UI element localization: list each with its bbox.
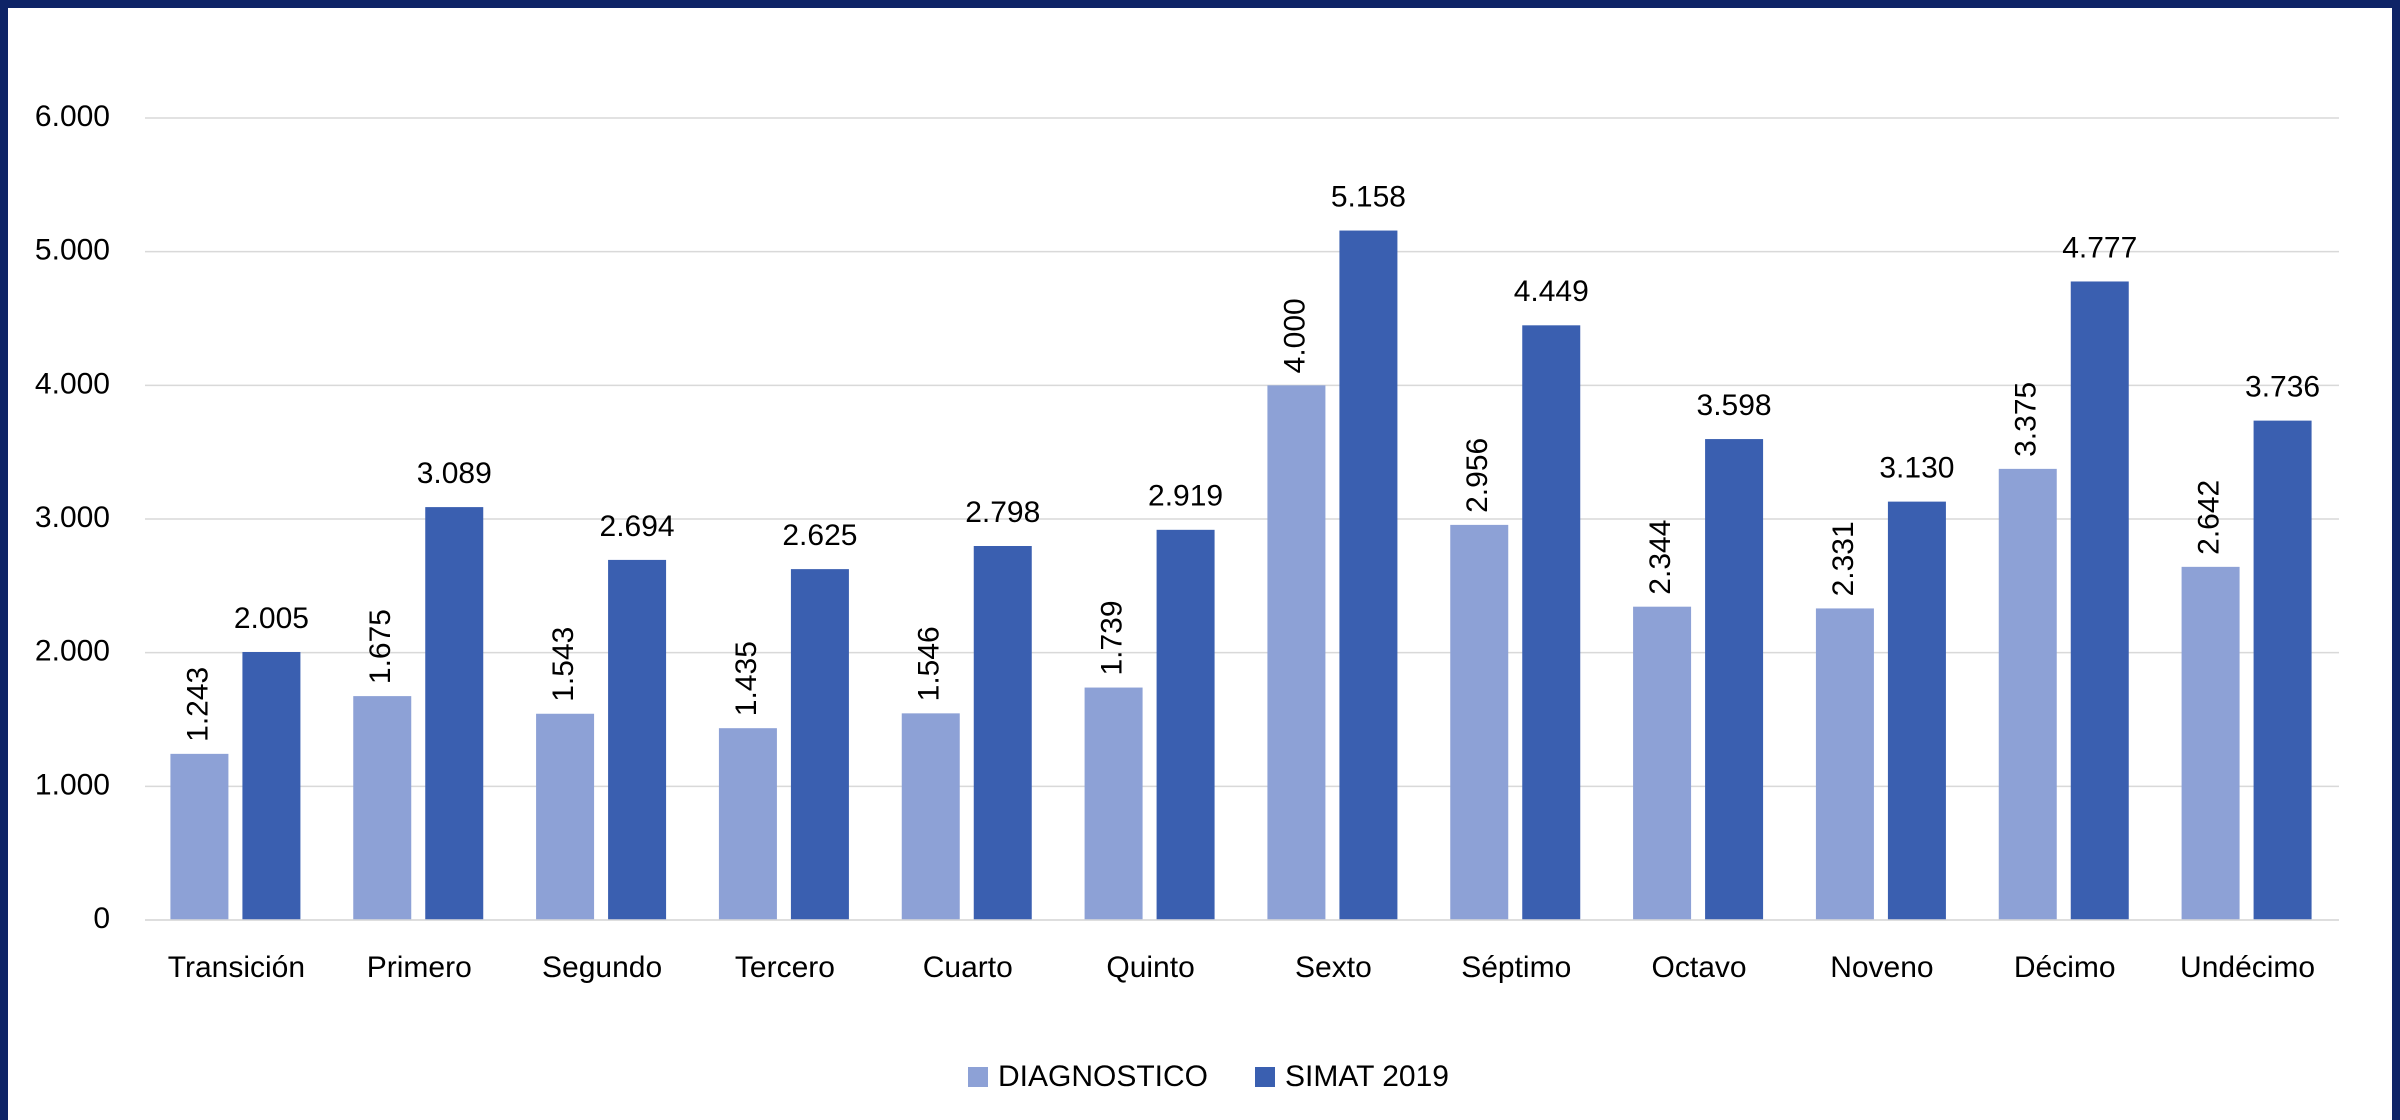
bar: [973, 546, 1032, 920]
x-tick-label: Noveno: [1830, 951, 1933, 984]
data-label: 2.694: [600, 510, 675, 543]
data-label: 1.435: [730, 641, 763, 716]
bar: [1998, 468, 2057, 920]
y-tick-label: 5.000: [35, 234, 110, 267]
data-label: 1.243: [181, 667, 214, 742]
legend-label: SIMAT 2019: [1285, 1060, 1449, 1093]
y-tick-label: 3.000: [35, 501, 110, 534]
data-label: 2.798: [965, 496, 1040, 529]
y-tick-label: 4.000: [35, 367, 110, 400]
data-label: 2.956: [1461, 438, 1494, 513]
data-label: 4.777: [2062, 231, 2137, 264]
bar: [1522, 325, 1581, 920]
data-label: 1.543: [547, 627, 580, 702]
x-tick-label: Segundo: [542, 951, 662, 984]
bar: [1156, 529, 1215, 920]
data-label: 2.331: [1827, 521, 1860, 596]
x-tick-label: Cuarto: [923, 951, 1013, 984]
data-label: 2.344: [1644, 520, 1677, 595]
data-label: 1.675: [364, 609, 397, 684]
data-label: 3.375: [2010, 382, 2043, 457]
x-tick-label: Sexto: [1295, 951, 1372, 984]
y-tick-label: 0: [93, 902, 110, 935]
data-label: 2.642: [2193, 480, 2226, 555]
data-label: 1.546: [913, 626, 946, 701]
bar: [1633, 606, 1692, 920]
bar: [353, 696, 412, 920]
bar: [1815, 608, 1874, 920]
data-label: 2.625: [782, 519, 857, 552]
y-tick-label: 1.000: [35, 768, 110, 801]
x-tick-label: Quinto: [1106, 951, 1194, 984]
bar: [1887, 501, 1946, 920]
bar: [1267, 385, 1326, 920]
legend-swatch: [968, 1067, 988, 1087]
x-tick-label: Undécimo: [2180, 951, 2315, 984]
bar: [901, 713, 960, 920]
data-label: 2.919: [1148, 480, 1223, 513]
bar: [1084, 687, 1143, 920]
bar: [2253, 420, 2312, 920]
y-tick-label: 2.000: [35, 635, 110, 668]
data-label: 1.739: [1096, 600, 1129, 675]
data-label: 4.449: [1514, 275, 1589, 308]
x-tick-label: Tercero: [735, 951, 835, 984]
bar: [790, 569, 849, 920]
y-tick-label: 6.000: [35, 100, 110, 133]
bar: [536, 713, 595, 920]
data-label: 3.598: [1697, 389, 1772, 422]
legend-swatch: [1255, 1067, 1275, 1087]
x-tick-label: Décimo: [2014, 951, 2116, 984]
bar: [2070, 281, 2129, 920]
bar: [608, 559, 667, 920]
data-label: 3.089: [417, 457, 492, 490]
bar: [170, 753, 229, 920]
x-tick-label: Transición: [168, 951, 305, 984]
bar: [1450, 524, 1509, 920]
x-tick-label: Octavo: [1652, 951, 1747, 984]
bar: [242, 651, 301, 920]
data-label: 3.130: [1879, 452, 1954, 485]
bar: [425, 507, 484, 920]
bar: [1705, 439, 1764, 920]
bar: [1339, 230, 1398, 920]
x-tick-label: Séptimo: [1461, 951, 1571, 984]
data-label: 3.736: [2245, 371, 2320, 404]
data-label: 2.005: [234, 602, 309, 635]
bar: [718, 728, 777, 920]
x-tick-label: Primero: [367, 951, 472, 984]
bar: [2181, 566, 2240, 920]
legend-label: DIAGNOSTICO: [998, 1060, 1208, 1093]
data-label: 5.158: [1331, 180, 1406, 213]
data-label: 4.000: [1278, 298, 1311, 373]
